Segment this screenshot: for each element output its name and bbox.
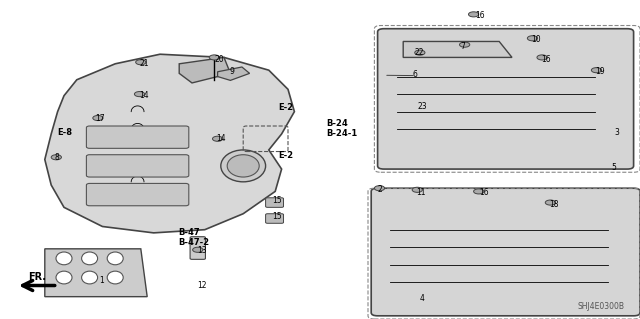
Text: FR.: FR.	[28, 272, 46, 282]
Circle shape	[193, 247, 203, 252]
Text: 21: 21	[140, 59, 149, 68]
FancyBboxPatch shape	[266, 198, 284, 207]
Circle shape	[412, 187, 422, 192]
Circle shape	[51, 155, 61, 160]
Text: 11: 11	[416, 189, 426, 197]
Text: E-2: E-2	[278, 103, 294, 112]
Text: SHJ4E0300B: SHJ4E0300B	[577, 302, 624, 311]
Text: 17: 17	[95, 114, 104, 122]
Text: 16: 16	[475, 11, 484, 20]
Text: 7: 7	[461, 42, 466, 51]
Text: B-24-1: B-24-1	[326, 130, 358, 138]
Circle shape	[212, 136, 223, 141]
Text: E-2: E-2	[278, 151, 294, 160]
Circle shape	[415, 50, 425, 55]
Circle shape	[474, 189, 484, 194]
Ellipse shape	[227, 155, 259, 177]
FancyBboxPatch shape	[378, 29, 634, 169]
Circle shape	[460, 42, 470, 47]
Circle shape	[93, 115, 103, 121]
Text: 14: 14	[216, 134, 226, 143]
FancyBboxPatch shape	[371, 188, 640, 316]
Polygon shape	[403, 41, 512, 57]
Text: B-24: B-24	[326, 119, 348, 128]
Circle shape	[591, 68, 602, 73]
Circle shape	[527, 36, 538, 41]
Text: 18: 18	[549, 200, 559, 209]
Circle shape	[134, 92, 145, 97]
FancyBboxPatch shape	[190, 237, 205, 259]
FancyBboxPatch shape	[266, 214, 284, 223]
Text: B-47: B-47	[178, 228, 200, 237]
Text: 1: 1	[99, 276, 104, 285]
Text: 8: 8	[54, 153, 59, 162]
Text: 19: 19	[595, 67, 605, 76]
Text: B-47-2: B-47-2	[178, 238, 209, 247]
Ellipse shape	[107, 271, 123, 284]
Text: 22: 22	[415, 48, 424, 57]
Circle shape	[209, 55, 220, 60]
Circle shape	[374, 186, 385, 191]
Ellipse shape	[107, 252, 123, 265]
Polygon shape	[218, 67, 250, 80]
Ellipse shape	[221, 150, 266, 182]
Text: 20: 20	[214, 55, 224, 63]
Circle shape	[468, 12, 479, 17]
Polygon shape	[45, 249, 147, 297]
Text: 13: 13	[197, 246, 207, 255]
FancyBboxPatch shape	[86, 126, 189, 148]
Text: 14: 14	[140, 91, 149, 100]
Text: 6: 6	[413, 70, 418, 79]
Text: 4: 4	[419, 294, 424, 303]
FancyBboxPatch shape	[86, 155, 189, 177]
Text: 2: 2	[378, 185, 382, 194]
Text: 23: 23	[418, 102, 428, 111]
Circle shape	[136, 60, 146, 65]
Text: 5: 5	[611, 163, 616, 172]
Text: 15: 15	[272, 197, 282, 205]
Text: 16: 16	[479, 189, 488, 197]
Ellipse shape	[56, 271, 72, 284]
Text: 16: 16	[541, 55, 550, 63]
Text: 9: 9	[229, 67, 234, 76]
Text: E-8: E-8	[58, 128, 72, 137]
Circle shape	[545, 200, 556, 205]
Ellipse shape	[82, 271, 98, 284]
Ellipse shape	[82, 252, 98, 265]
Polygon shape	[179, 57, 230, 83]
FancyBboxPatch shape	[86, 183, 189, 206]
Text: 12: 12	[197, 281, 207, 290]
Ellipse shape	[56, 252, 72, 265]
Text: 3: 3	[614, 128, 620, 137]
Circle shape	[537, 55, 547, 60]
Polygon shape	[45, 54, 294, 233]
Text: 15: 15	[272, 212, 282, 221]
Text: 10: 10	[531, 35, 541, 44]
